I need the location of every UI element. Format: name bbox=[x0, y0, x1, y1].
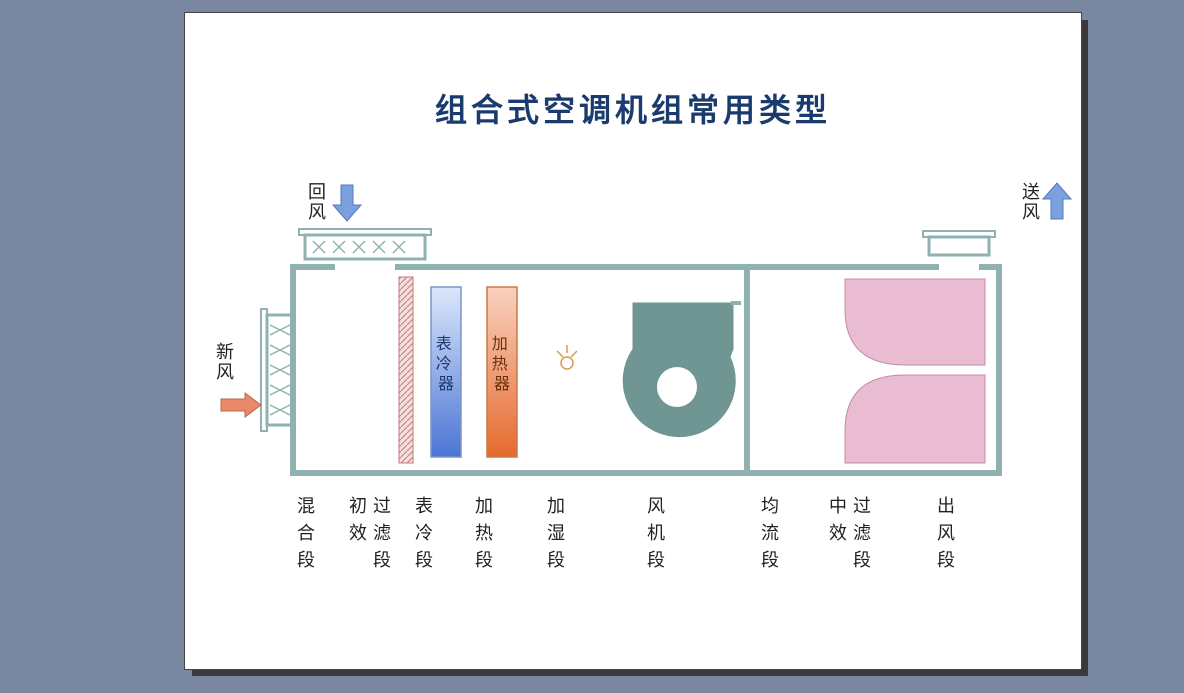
slide: 组合式空调机组常用类型 新 风 回 风 送 风 bbox=[184, 12, 1082, 670]
sec-humidify: 加 湿 段 bbox=[547, 493, 565, 574]
medium-filter-top bbox=[845, 279, 985, 365]
sec-supply: 出 风 段 bbox=[937, 493, 955, 574]
primary-filter bbox=[399, 277, 413, 463]
sec-even-flow: 均 流 段 bbox=[761, 493, 779, 574]
sec-heating: 加 热 段 bbox=[475, 493, 493, 574]
section-labels: 混 合 段 初效 过滤段 表 冷 段 加 热 段 加 湿 段 风 机 段 均 bbox=[185, 493, 1081, 573]
return-air-damper bbox=[299, 229, 431, 270]
arrow-supply-air bbox=[1043, 183, 1071, 219]
arrow-fresh-air bbox=[221, 393, 261, 417]
heater-label: 加 热 器 bbox=[492, 335, 512, 393]
sec-fan: 风 机 段 bbox=[647, 493, 665, 574]
sec-mixing: 混 合 段 bbox=[297, 493, 315, 574]
sec-cooling: 表 冷 段 bbox=[415, 493, 433, 574]
sec-primary-filter: 初效 过滤段 bbox=[349, 493, 391, 574]
sec-medium-filter: 中效 过滤段 bbox=[829, 493, 871, 574]
fresh-air-damper bbox=[261, 309, 293, 431]
fan bbox=[623, 303, 741, 437]
cooler-label: 表 冷 器 bbox=[436, 335, 456, 393]
humidifier-icon bbox=[557, 345, 577, 369]
arrow-return-air bbox=[333, 185, 361, 221]
medium-filter-bottom bbox=[845, 375, 985, 463]
